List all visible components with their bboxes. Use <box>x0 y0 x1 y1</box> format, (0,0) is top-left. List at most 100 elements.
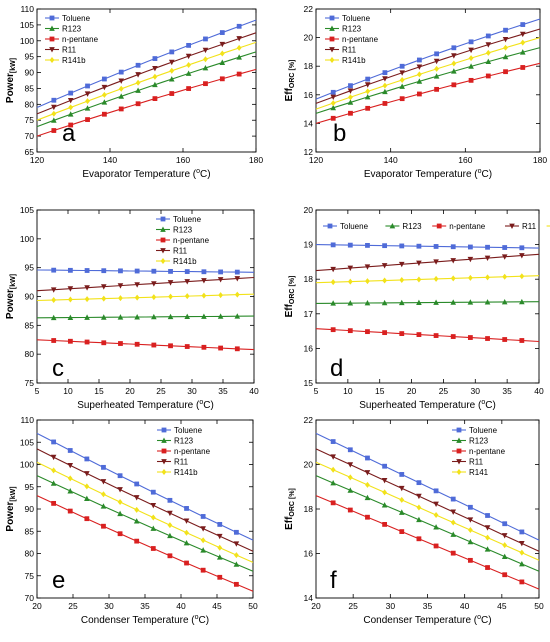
y-tick-label: 22 <box>304 4 314 14</box>
legend-label: R123 <box>469 437 489 446</box>
legend-marker <box>49 47 55 53</box>
data-point <box>134 341 140 347</box>
data-point <box>219 59 226 65</box>
data-point <box>416 57 422 63</box>
data-point <box>150 489 156 495</box>
x-tick-label: 25 <box>68 601 78 611</box>
y-tick-label: 80 <box>25 99 35 109</box>
data-point <box>50 454 57 461</box>
series-line-r141b <box>36 461 254 563</box>
data-point <box>51 110 57 117</box>
data-point <box>502 53 509 60</box>
data-point <box>450 509 457 515</box>
data-point <box>416 480 422 486</box>
data-point <box>503 44 508 51</box>
legend-item-r11: R11 <box>325 46 357 55</box>
x-tick-label: 15 <box>94 386 104 396</box>
data-point <box>348 110 353 116</box>
data-point <box>167 553 173 559</box>
data-point <box>67 314 74 320</box>
data-point <box>85 83 90 89</box>
y-axis-label: Power[kW] <box>5 274 17 319</box>
legend-item-r123: R123 <box>325 25 362 34</box>
data-point <box>468 55 474 62</box>
data-point <box>433 259 439 265</box>
data-point <box>519 549 525 556</box>
data-point <box>501 533 508 539</box>
x-axis-label-unit: C) <box>199 615 210 626</box>
data-point <box>134 268 140 274</box>
data-point <box>217 522 223 527</box>
data-point <box>67 462 74 469</box>
data-point <box>152 81 158 88</box>
data-point <box>330 279 336 286</box>
legend-marker <box>161 448 167 454</box>
series-line-r11 <box>36 32 257 115</box>
x-tick-label: 160 <box>458 155 472 165</box>
y-tick-label: 105 <box>20 20 34 30</box>
legend-label: n-pentane <box>342 35 379 44</box>
data-point <box>365 455 370 461</box>
data-point <box>399 496 405 503</box>
legend-item-n-pentane: n-pentane <box>325 35 379 44</box>
data-point <box>485 513 490 518</box>
data-point <box>51 439 57 445</box>
x-tick-label: 20 <box>32 601 42 611</box>
y-axis-label-main: Eff <box>284 303 295 317</box>
data-point <box>183 518 190 524</box>
chart-panel-b: 120 140 160 180 12 14 16 18 20 22 Evaporator Tempe… <box>284 4 547 180</box>
plot-frame <box>36 8 257 153</box>
x-tick-label: 5 <box>35 386 40 396</box>
data-point <box>117 510 123 517</box>
data-point <box>234 291 240 298</box>
y-axis-label: Power[kW] <box>5 58 17 103</box>
data-point <box>234 269 240 275</box>
legend-marker <box>329 15 335 21</box>
panel-letter: f <box>330 567 337 594</box>
legend-label: R11 <box>469 458 484 467</box>
y-axis-label-main: Power <box>5 73 16 103</box>
series-toluene <box>36 19 257 109</box>
data-point <box>519 49 526 55</box>
data-point <box>51 467 57 474</box>
data-point <box>184 279 191 285</box>
legend-label: R123 <box>62 25 82 34</box>
legend-marker <box>160 216 166 222</box>
data-point <box>399 96 405 102</box>
data-point <box>150 502 157 509</box>
data-point <box>381 502 388 508</box>
data-point <box>398 485 405 492</box>
series-line-toluene <box>36 19 257 109</box>
data-point <box>416 332 422 337</box>
y-axis-label-sub: ORC <box>289 501 296 517</box>
data-point <box>382 277 388 284</box>
legend-item-r11: R11 <box>452 458 484 467</box>
x-axis-label-text: Condenser Temperature ( <box>81 615 195 626</box>
series-r123 <box>315 298 540 306</box>
legend-item-r11: R11 <box>156 247 188 256</box>
data-point <box>151 268 157 274</box>
legend-label: Toluene <box>469 426 498 435</box>
x-tick-label: 160 <box>176 155 190 165</box>
x-tick-label: 15 <box>375 386 385 396</box>
data-point <box>135 72 141 78</box>
data-point <box>217 277 224 283</box>
data-point <box>117 283 124 289</box>
data-point <box>183 539 190 546</box>
data-point <box>330 89 336 95</box>
data-point <box>365 329 370 335</box>
series-line-r11 <box>36 448 254 552</box>
x-tick-label: 35 <box>218 386 228 396</box>
y-tick-label: 65 <box>25 147 35 157</box>
data-point <box>519 560 525 567</box>
legend-item-n-pentane: n-pentane <box>156 236 210 245</box>
series-n-pentane <box>315 62 541 124</box>
series-toluene <box>36 267 255 275</box>
data-point <box>150 546 156 551</box>
legend-marker <box>161 427 167 433</box>
data-point <box>467 517 474 523</box>
data-point <box>416 71 422 78</box>
series-line-r123 <box>36 51 257 128</box>
x-tick-label: 25 <box>156 386 166 396</box>
